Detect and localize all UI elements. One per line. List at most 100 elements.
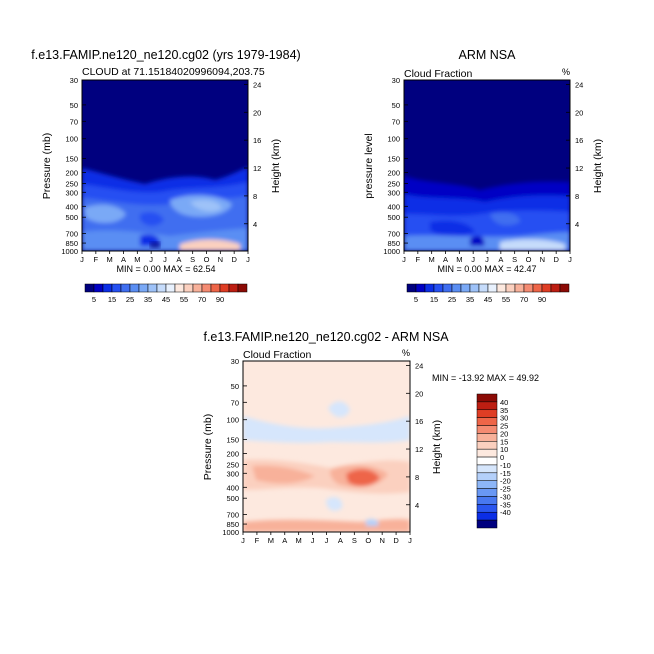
colorbar-label: 15 — [500, 437, 508, 446]
panel-diff-field — [243, 361, 410, 532]
month-tick-label: A — [121, 255, 126, 264]
height-tick-label: 4 — [415, 501, 419, 510]
colorbar-label: 10 — [500, 445, 508, 454]
colorbar-swatch — [476, 417, 498, 426]
colorbar-swatch — [476, 441, 498, 450]
height-tick-label: 8 — [253, 192, 257, 201]
colorbar-swatch — [424, 283, 435, 293]
pressure-tick-label: 1000 — [383, 247, 400, 256]
colorbar-swatch — [514, 283, 525, 293]
colorbar-label: 15 — [108, 295, 116, 304]
panel-diff-ylabel-right: Height (km) — [431, 420, 443, 474]
colorbar-swatch — [451, 283, 462, 293]
pressure-tick-label: 500 — [387, 213, 400, 222]
colorbar-swatch — [476, 464, 498, 474]
month-tick-label: F — [416, 255, 421, 264]
height-tick-label: 8 — [575, 192, 579, 201]
height-tick-label: 16 — [253, 136, 261, 145]
month-tick-label: D — [553, 255, 559, 264]
colorbar-label: 35 — [144, 295, 152, 304]
colorbar-label: 40 — [500, 398, 508, 407]
colorbar-swatch — [228, 283, 239, 293]
colorbar-swatch — [433, 283, 444, 293]
month-tick-label: N — [379, 536, 384, 545]
colorbar-label: 25 — [500, 422, 508, 431]
colorbar-swatch — [559, 283, 570, 293]
colorbar-swatch — [476, 511, 498, 521]
month-tick-label: S — [512, 255, 517, 264]
panel-obs: ARM NSA Cloud Fraction % 30 50 70 100 150 200… — [363, 48, 604, 304]
colorbar-swatch — [415, 283, 426, 293]
month-tick-label: A — [176, 255, 181, 264]
colorbar-swatch — [476, 519, 498, 529]
month-tick-label: J — [241, 536, 245, 545]
colorbar-swatch — [469, 283, 480, 293]
month-tick-label: O — [526, 255, 532, 264]
pressure-tick-label: 150 — [65, 154, 78, 163]
colorbar-swatch — [550, 283, 561, 293]
panel-model-stats: MIN = 0.00 MAX = 62.54 — [116, 264, 215, 274]
height-tick-label: 12 — [415, 445, 423, 454]
pressure-tick-label: 1000 — [61, 247, 78, 256]
colorbar-label: -35 — [500, 500, 511, 509]
colorbar-swatch — [120, 283, 131, 293]
height-tick-label: 20 — [575, 108, 583, 117]
colorbar-label: 20 — [500, 429, 508, 438]
pressure-tick-label: 100 — [387, 135, 400, 144]
panel-model-title: f.e13.FAMIP.ne120_ne120.cg02 (yrs 1979-1… — [31, 48, 300, 62]
month-tick-label: D — [393, 536, 399, 545]
colorbar-swatch — [496, 283, 507, 293]
height-tick-label: 16 — [415, 417, 423, 426]
colorbar-swatch — [476, 393, 498, 403]
colorbar-swatch — [523, 283, 534, 293]
month-tick-label: J — [408, 536, 412, 545]
panel-obs-stats: MIN = 0.00 MAX = 42.47 — [437, 264, 536, 274]
month-tick-label: J — [471, 255, 475, 264]
pressure-tick-label: 200 — [65, 169, 78, 178]
month-tick-label: J — [485, 255, 489, 264]
pressure-tick-label: 400 — [226, 483, 239, 492]
month-tick-label: M — [107, 255, 113, 264]
colorbar-swatch — [165, 283, 176, 293]
panel-model-subtitle: CLOUD at 71.15184020996094,203.75 — [82, 66, 265, 78]
panel-model-colorbar: 5 15 25 35 45 55 70 90 — [84, 283, 248, 304]
month-tick-label: S — [190, 255, 195, 264]
colorbar-swatch — [84, 283, 95, 293]
pressure-tick-label: 400 — [387, 202, 400, 211]
panel-obs-ylabel-right: Height (km) — [592, 139, 604, 193]
panel-model-field — [82, 80, 248, 251]
colorbar-label: 90 — [538, 295, 546, 304]
month-tick-label: J — [402, 255, 406, 264]
pressure-tick-label: 200 — [387, 169, 400, 178]
pressure-tick-label: 500 — [226, 494, 239, 503]
colorbar-label: -40 — [500, 508, 511, 517]
month-tick-label: M — [134, 255, 140, 264]
panel-diff: f.e13.FAMIP.ne120_ne120.cg02 - ARM NSA C… — [202, 330, 539, 545]
colorbar-label: 15 — [430, 295, 438, 304]
month-tick-label: J — [311, 536, 315, 545]
colorbar-label: 70 — [198, 295, 206, 304]
pressure-tick-label: 300 — [65, 188, 78, 197]
month-tick-label: F — [94, 255, 99, 264]
pressure-tick-label: 700 — [65, 230, 78, 239]
colorbar-swatch — [478, 283, 489, 293]
panel-diff-unit: % — [402, 348, 410, 358]
height-tick-label: 4 — [575, 220, 579, 229]
month-tick-label: M — [429, 255, 435, 264]
pressure-tick-label: 30 — [392, 76, 400, 85]
pressure-tick-label: 70 — [70, 117, 78, 126]
colorbar-label: 35 — [500, 406, 508, 415]
colorbar-label: -10 — [500, 461, 511, 470]
panel-obs-field — [404, 80, 570, 251]
colorbar-swatch — [476, 433, 498, 442]
height-tick-label: 20 — [253, 108, 261, 117]
colorbar-swatch — [192, 283, 203, 293]
panel-model-ylabel-left: Pressure (mb) — [41, 133, 53, 200]
colorbar-swatch — [174, 283, 185, 293]
panel-diff-stats: MIN = -13.92 MAX = 49.92 — [432, 373, 539, 383]
colorbar-swatch — [487, 283, 498, 293]
panel-diff-subtitle: Cloud Fraction — [243, 349, 311, 361]
